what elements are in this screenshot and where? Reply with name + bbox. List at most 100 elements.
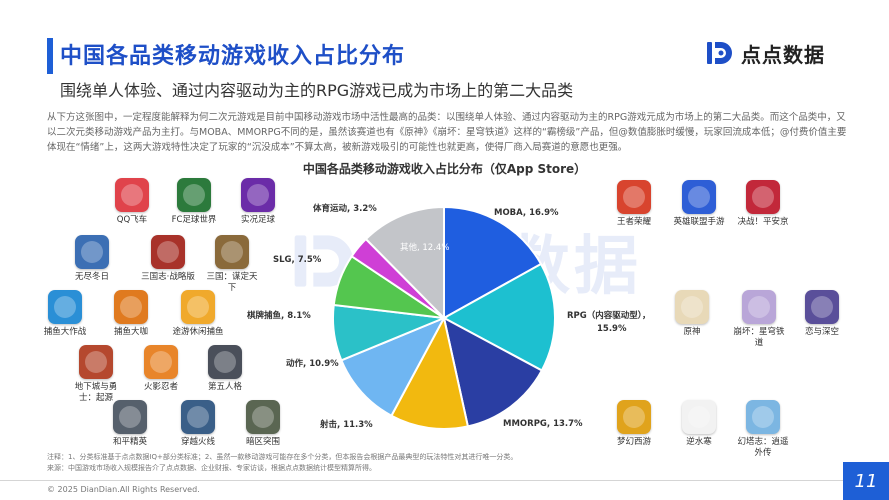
app-icon	[682, 180, 716, 214]
footer-divider	[0, 480, 889, 481]
left-app-9: 途游休闲捕鱼	[170, 290, 226, 338]
app-name: 三国：谋定天下	[206, 272, 258, 293]
left-app-4: 三国志·战略版	[140, 235, 196, 283]
pie-label-0: MOBA, 16.9%	[494, 208, 559, 218]
right-app-1: 英雄联盟手游	[671, 180, 727, 228]
app-icon	[742, 290, 776, 324]
left-app-11: 火影忍者	[133, 345, 189, 393]
pie-label-5: 棋牌捕鱼, 8.1%	[246, 310, 311, 321]
left-app-12: 第五人格	[197, 345, 253, 393]
chart-notes: 注释：1、分类标准基于点点数据IQ+部分类标准；2、虽然一款移动游戏可能存在多个…	[47, 452, 517, 474]
right-app-6: 梦幻西游	[606, 400, 662, 448]
pie-slice-4	[340, 316, 447, 418]
app-icon	[177, 178, 211, 212]
pie-slice-3	[390, 315, 470, 430]
app-name: FC足球世界	[171, 215, 217, 225]
left-app-1: FC足球世界	[166, 178, 222, 226]
left-app-8: 捕鱼大咖	[103, 290, 159, 338]
app-icon	[79, 345, 113, 379]
app-icon	[48, 290, 82, 324]
page-title: 中国各品类移动游戏收入占比分布	[60, 44, 406, 69]
app-icon	[675, 290, 709, 324]
app-icon	[151, 235, 185, 269]
brand-logo: 点点数据	[705, 38, 825, 68]
pie-slice-0	[443, 205, 543, 320]
note-line-2: 来源：中国游戏市场收入规模报告介了点点数据、企业财报、专家访谈，根据点点数据统计…	[47, 464, 376, 472]
copyright-text: © 2025 DianDian.All Rights Reserved.	[47, 485, 200, 494]
app-icon	[746, 180, 780, 214]
diandian-logo-icon	[707, 42, 732, 64]
app-name: 实况足球	[240, 215, 275, 225]
app-name: 幻塔志：逍遥外传	[737, 437, 789, 458]
page-number: 11	[843, 462, 889, 500]
app-icon	[682, 400, 716, 434]
pie-label-7: 体育运动, 3.2%	[313, 203, 377, 214]
app-icon	[75, 235, 109, 269]
right-app-5: 恋与深空	[794, 290, 850, 338]
intro-paragraph: 从下方这张图中，一定程度能解释为何二次元游戏是目前中国移动游戏市场中活性最高的品…	[47, 112, 847, 153]
left-app-3: 无尽冬日	[64, 235, 120, 283]
left-app-13: 和平精英	[102, 400, 158, 448]
app-icon	[746, 400, 780, 434]
left-app-2: 实况足球	[230, 178, 286, 226]
pie-label-6: SLG, 7.5%	[273, 255, 322, 265]
left-app-15: 暗区突围	[235, 400, 291, 448]
pie-label-4: 动作, 10.9%	[286, 358, 339, 369]
app-icon	[208, 345, 242, 379]
app-icon	[115, 178, 149, 212]
pie-label-2: MMORPG, 13.7%	[503, 419, 583, 429]
right-app-0: 王者荣耀	[606, 180, 662, 228]
pie-label-8: 其他, 12.4%	[400, 242, 449, 253]
pie-label-3: 射击, 11.3%	[319, 419, 373, 430]
app-icon	[805, 290, 839, 324]
app-name: 捕鱼大咖	[113, 327, 148, 337]
app-name: 恋与深空	[804, 327, 839, 337]
app-name: 三国志·战略版	[141, 272, 195, 282]
note-line-1: 注释：1、分类标准基于点点数据IQ+部分类标准；2、虽然一款移动游戏可能存在多个…	[47, 453, 518, 461]
app-icon	[144, 345, 178, 379]
right-app-8: 幻塔志：逍遥外传	[735, 400, 791, 459]
left-app-10: 地下城与勇士：起源	[68, 345, 124, 404]
chart-title: 中国各品类移动游戏收入占比分布（仅App Store）	[302, 162, 587, 176]
pie-slice-1	[441, 262, 556, 372]
right-app-3: 原神	[664, 290, 720, 338]
app-name: 无尽冬日	[74, 272, 109, 282]
app-name: 和平精英	[112, 437, 147, 447]
app-name: 地下城与勇士：起源	[74, 382, 118, 403]
app-icon	[181, 290, 215, 324]
left-app-5: 三国：谋定天下	[204, 235, 260, 294]
app-name: 捕鱼大作战	[43, 327, 87, 337]
app-name: 王者荣耀	[616, 217, 651, 227]
title-accent-bar	[47, 38, 53, 74]
app-name: 英雄联盟手游	[673, 217, 725, 227]
pie-slice-2	[442, 316, 544, 428]
app-name: 穿越火线	[180, 437, 215, 447]
app-icon	[181, 400, 215, 434]
right-app-2: 决战！平安京	[735, 180, 791, 228]
right-app-7: 逆水寒	[671, 400, 727, 448]
app-icon	[617, 400, 651, 434]
pie-slice-8	[364, 205, 445, 321]
app-name: 逆水寒	[686, 437, 712, 447]
left-app-14: 穿越火线	[170, 400, 226, 448]
left-app-7: 捕鱼大作战	[37, 290, 93, 338]
app-name: 暗区突围	[245, 437, 280, 447]
page-subtitle: 围绕单人体验、通过内容驱动为主的RPG游戏已成为市场上的第二大品类	[60, 81, 574, 100]
app-icon	[114, 290, 148, 324]
pie-label-1: RPG（内容驱动型）， 15.9%	[567, 310, 651, 334]
app-icon	[241, 178, 275, 212]
left-app-0: QQ飞车	[104, 178, 160, 226]
app-name: 火影忍者	[143, 382, 178, 392]
app-name: 途游休闲捕鱼	[172, 327, 224, 337]
app-icon	[113, 400, 147, 434]
app-name: 梦幻西游	[616, 437, 651, 447]
app-name: 原神	[683, 327, 701, 337]
app-icon	[215, 235, 249, 269]
app-name: 崩坏：星穹铁道	[733, 327, 785, 348]
right-app-4: 崩坏：星穹铁道	[731, 290, 787, 349]
app-name: QQ飞车	[116, 215, 148, 225]
app-icon	[246, 400, 280, 434]
app-name: 第五人格	[207, 382, 242, 392]
app-icon	[617, 180, 651, 214]
